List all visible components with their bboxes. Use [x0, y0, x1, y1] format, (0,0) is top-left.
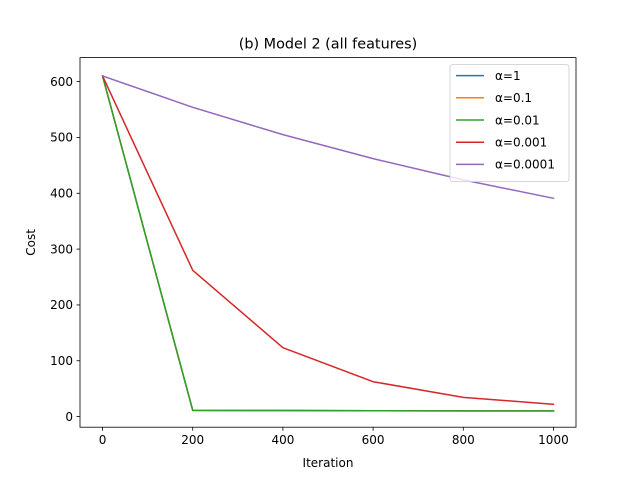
x-tick-label: 200: [181, 433, 204, 447]
legend-entry-label: α=0.001: [495, 136, 547, 150]
y-axis-label: Cost: [24, 229, 38, 256]
series-lines: [101, 74, 555, 412]
x-tick-label: 400: [271, 433, 294, 447]
y-tick-label: 500: [50, 131, 73, 145]
chart-title: (b) Model 2 (all features): [239, 37, 418, 53]
y-axis-ticks: 0 100 200 300 400 500 600: [50, 75, 80, 424]
legend-entry-label: α=0.01: [495, 113, 540, 127]
legend-box: [449, 64, 570, 182]
x-tick-label: 600: [362, 433, 385, 447]
plot-frame: [79, 57, 577, 428]
y-tick-label: 100: [50, 354, 73, 368]
x-tick-label: 0: [99, 433, 107, 447]
series-line-4: [101, 75, 555, 200]
y-tick-label: 600: [50, 75, 73, 89]
series-line-2: [101, 75, 555, 412]
legend-entry-label: α=1: [495, 69, 521, 83]
y-tick-label: 200: [50, 298, 73, 312]
series-line-3: [101, 74, 555, 406]
legend: α=1 α=0.1 α=0.01 α=0.001 α=0.0001: [449, 64, 570, 182]
x-axis-label: Iteration: [303, 456, 354, 470]
x-tick-label: 800: [452, 433, 475, 447]
y-tick-label: 400: [50, 187, 73, 201]
x-axis-ticks: 0 200 400 600 800 1000: [99, 427, 569, 447]
x-tick-label: 1000: [538, 433, 569, 447]
y-tick-label: 300: [50, 242, 73, 256]
y-tick-label: 0: [65, 410, 73, 424]
legend-entry-label: α=0.1: [495, 91, 532, 105]
legend-entry-label: α=0.0001: [495, 158, 555, 172]
